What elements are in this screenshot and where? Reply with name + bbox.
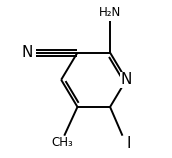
Text: CH₃: CH₃ (52, 136, 74, 149)
Text: N: N (121, 72, 132, 87)
Text: N: N (22, 45, 33, 60)
Text: H₂N: H₂N (99, 6, 121, 19)
Text: I: I (126, 136, 131, 151)
